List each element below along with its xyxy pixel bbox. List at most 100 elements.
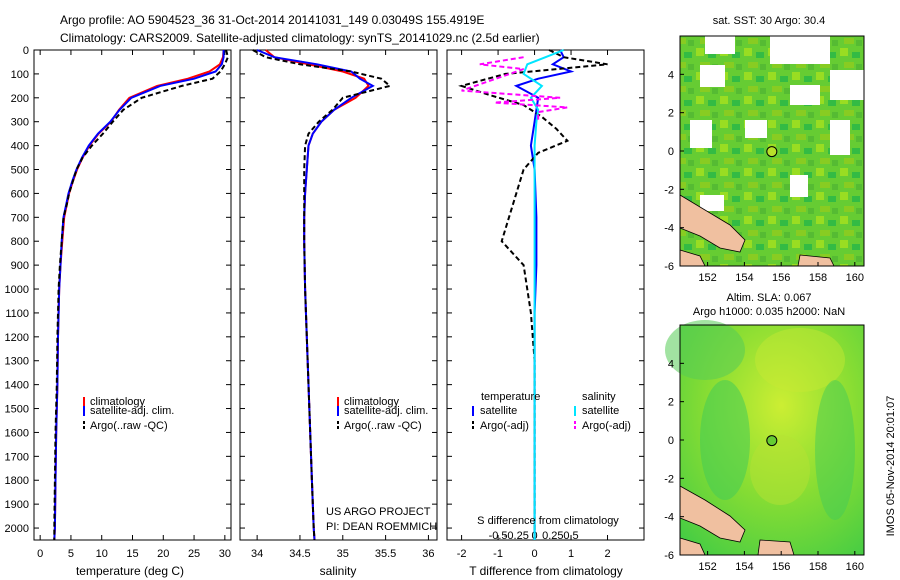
y-tick-label: 400 [11, 141, 29, 153]
difference-x2label: S difference from climatology [477, 515, 619, 527]
credit-pi: PI: DEAN ROEMMICH [326, 521, 437, 533]
series-line [53, 49, 229, 540]
x-tick-label: -1 [493, 548, 503, 560]
x-tick-label: 5 [68, 548, 74, 560]
y-tick-label: 600 [11, 188, 29, 200]
x-tick-label: 25 [188, 548, 200, 560]
map-y-tick-label: 2 [668, 397, 674, 409]
diff-legend-t-satellite: satellite [480, 405, 517, 417]
legend-satellite-2: satellite-adj. clim. [344, 405, 428, 417]
map-y-tick-label: -2 [664, 184, 674, 196]
salinity-legend: climatology satellite-adj. clim. Argo(..… [337, 396, 428, 432]
map-y-tick-label: -6 [664, 261, 674, 273]
y-tick-label: 1500 [5, 404, 29, 416]
sla-argo-marker [766, 435, 778, 447]
difference-frame [446, 49, 645, 541]
y-tick-label: 1100 [5, 308, 29, 320]
y-tick-label: 1200 [5, 332, 29, 344]
diff-legend-s-argo: Argo(-adj) [582, 420, 631, 432]
series-line [53, 49, 225, 541]
y-tick-label: 800 [11, 236, 29, 248]
x-tick-label: 0 [531, 548, 537, 560]
y-tick-label: 300 [11, 117, 29, 129]
map-y-tick-label: 2 [668, 108, 674, 120]
x-tick-label: 36 [422, 548, 434, 560]
temperature-lines [53, 49, 229, 541]
map-x-tick-label: 158 [809, 561, 827, 573]
x-tick-label: 35 [337, 548, 349, 560]
map-y-tick-label: 0 [668, 435, 674, 447]
x-tick-label: 1 [568, 548, 574, 560]
sst-map-ticks: 152 154 156 158 160 -6 -4 -2 0 2 4 [664, 69, 864, 284]
header-line-2: Climatology: CARS2009. Satellite-adjuste… [60, 31, 540, 45]
map-x-tick-label: 158 [809, 272, 827, 284]
x-tick-label: 15 [126, 548, 138, 560]
legend-climatology: climatology [90, 396, 146, 408]
sst-map-title: sat. SST: 30 Argo: 30.4 [713, 15, 826, 27]
temperature-ticks: 0 5 10 15 20 25 300100200300400500600700800900… [5, 45, 231, 560]
temperature-frame [33, 49, 232, 541]
difference-lines [458, 49, 608, 540]
temperature-legend: climatology satellite-adj. clim. Argo(..… [83, 396, 174, 432]
map-y-tick-label: -2 [664, 473, 674, 485]
series-line [522, 49, 565, 540]
map-y-tick-label: -4 [664, 512, 674, 524]
x-tick-label: 20 [157, 548, 169, 560]
x2-tick-label: -0.25 [504, 530, 529, 542]
sla-patches [665, 320, 855, 520]
map-y-tick-label: 4 [668, 69, 674, 81]
x-tick-label: 34.5 [289, 548, 310, 560]
map-x-tick-label: 156 [772, 272, 790, 284]
salinity-ticks: 34 34.5 35 35.5 36 [240, 49, 437, 560]
map-x-tick-label: 154 [735, 272, 753, 284]
side-stamp: IMOS 05-Nov-2014 20:01:07 [885, 396, 897, 537]
sla-map-subtitle: Argo h1000: 0.035 h2000: NaN [693, 306, 845, 318]
diff-legend-temperature: temperature [481, 391, 540, 403]
difference-legend: temperature salinity satellite Argo(-adj… [472, 391, 631, 432]
y-tick-label: 1400 [5, 380, 29, 392]
header-line-1: Argo profile: AO 5904523_36 31-Oct-2014 … [60, 13, 484, 27]
y-tick-label: 2000 [5, 523, 29, 535]
salinity-frame [239, 49, 438, 541]
x-tick-label: 34 [251, 548, 263, 560]
x2-tick-label: -0.5 [489, 530, 508, 542]
map-y-tick-label: -6 [664, 550, 674, 562]
legend-argo-2: Argo(..raw -QC) [344, 420, 422, 432]
y-tick-label: 1800 [5, 475, 29, 487]
y-tick-label: 500 [11, 165, 29, 177]
sst-cloud-gaps [690, 36, 864, 211]
map-x-tick-label: 154 [735, 561, 753, 573]
legend-satellite: satellite-adj. clim. [90, 405, 174, 417]
y-tick-label: 700 [11, 212, 29, 224]
credit-project: US ARGO PROJECT [326, 506, 431, 518]
x2-tick-label: 0.5 [563, 530, 578, 542]
legend-climatology-2: climatology [344, 396, 400, 408]
series-line [461, 56, 568, 122]
difference-panel: -2 -1 0 1 2-0.5-0.25 0 0.25 0.5 T difference fr… [446, 49, 645, 578]
sst-map: sat. SST: 30 Argo: 30.4 152 154 156 158 160 -… [664, 15, 865, 284]
sla-map-title: Altim. SLA: 0.067 [727, 292, 812, 304]
map-x-tick-label: 152 [698, 272, 716, 284]
difference-ticks: -2 -1 0 1 2-0.5-0.25 0 0.25 0.5 [447, 49, 644, 560]
map-y-tick-label: 4 [668, 358, 674, 370]
series-line [252, 49, 393, 541]
x2-tick-label: 0.25 [542, 530, 563, 542]
map-y-tick-label: -4 [664, 223, 674, 235]
temperature-panel: 0 5 10 15 20 25 300100200300400500600700800900… [5, 45, 232, 578]
series-line [256, 49, 375, 541]
y-tick-label: 1900 [5, 499, 29, 511]
y-tick-label: 900 [11, 260, 29, 272]
diff-legend-s-satellite: satellite [582, 405, 619, 417]
map-x-tick-label: 152 [698, 561, 716, 573]
sla-map: Altim. SLA: 0.067 Argo h1000: 0.035 h200… [664, 292, 865, 573]
x-tick-label: 0 [37, 548, 43, 560]
y-tick-label: 0 [23, 45, 29, 57]
x-tick-label: -2 [457, 548, 467, 560]
series-line [53, 50, 225, 541]
map-x-tick-label: 160 [846, 561, 864, 573]
map-y-tick-label: 0 [668, 146, 674, 158]
x-tick-label: 10 [96, 548, 108, 560]
x-tick-label: 35.5 [375, 548, 396, 560]
sla-map-ticks: 152 154 156 158 160 -6 -4 -2 0 2 4 [664, 358, 864, 573]
